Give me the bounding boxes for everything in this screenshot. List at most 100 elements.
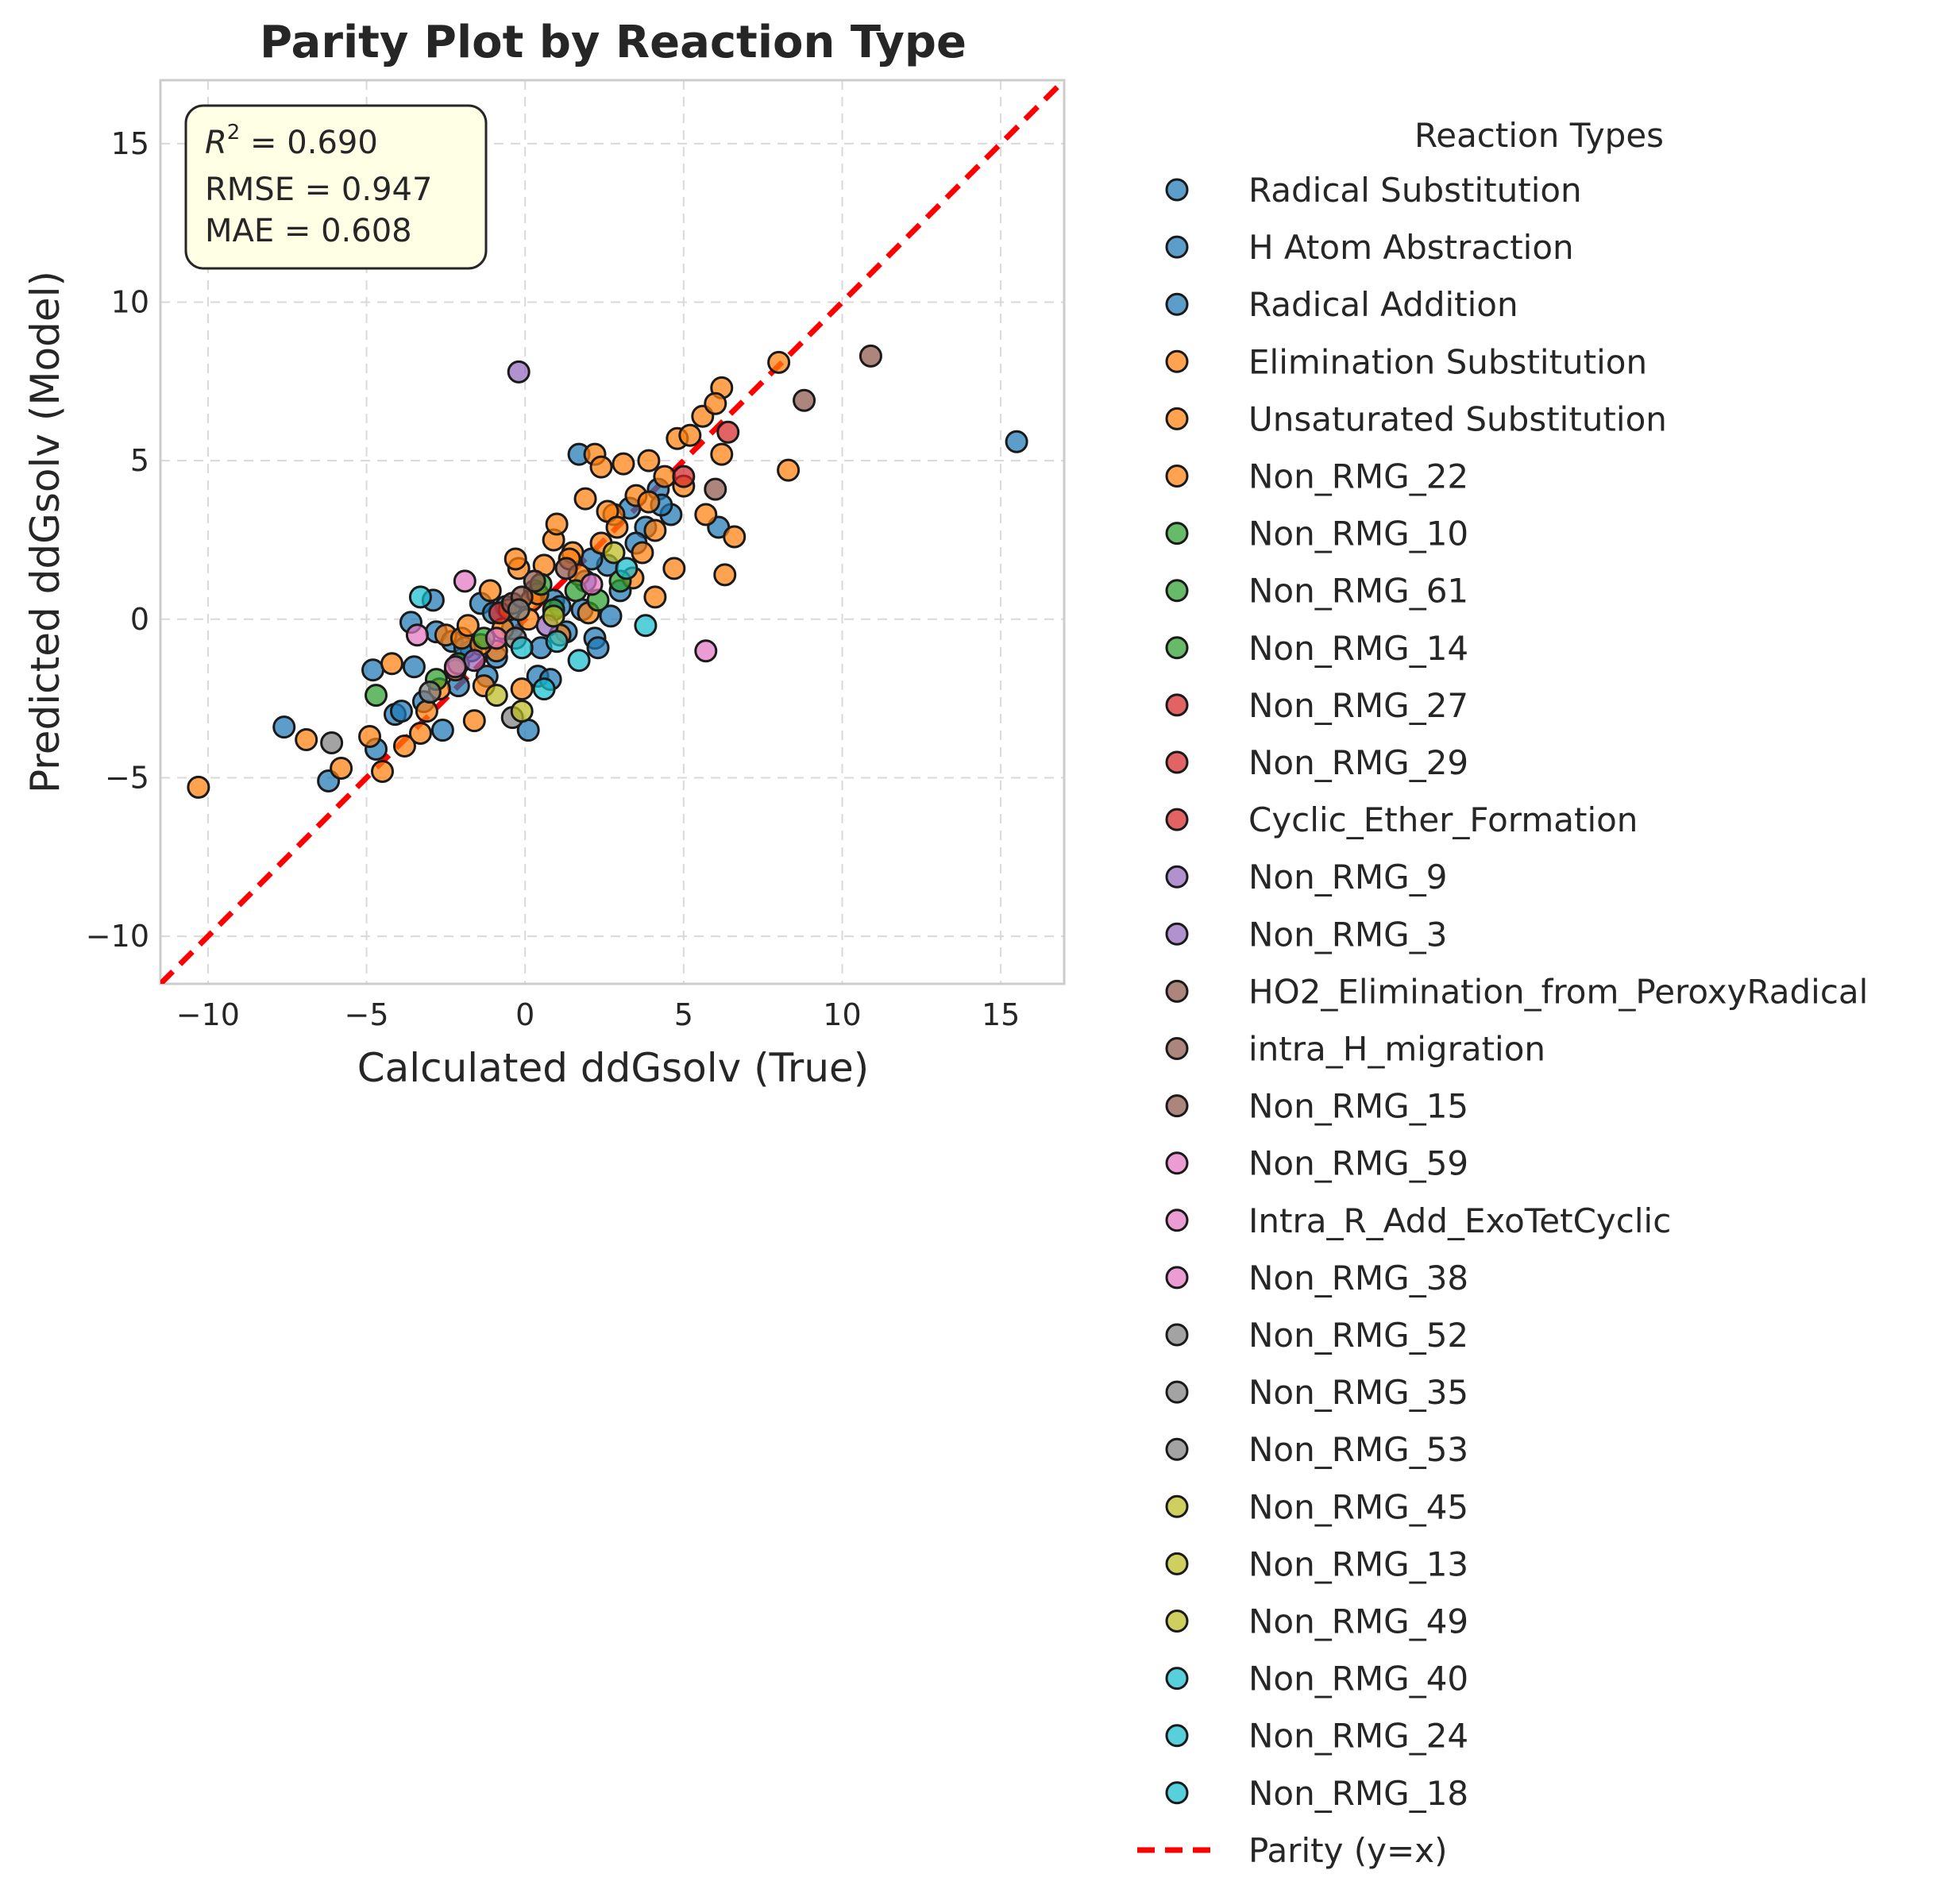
stats-r2-value: = 0.690 (240, 125, 377, 161)
data-point (710, 442, 734, 466)
legend-label: Radical Substitution (1248, 171, 1582, 210)
stats-box: R2 = 0.690 RMSE = 0.947 MAE = 0.608 (184, 104, 488, 270)
data-point (631, 541, 654, 565)
data-point (380, 652, 403, 676)
stats-r2-symbol: R (205, 125, 227, 161)
legend-label: Non_RMG_49 (1248, 1602, 1468, 1641)
legend-label: HO2_Elimination_from_PeroxyRadical (1248, 972, 1868, 1011)
legend-marker (1165, 1552, 1189, 1575)
legend-marker (1165, 178, 1189, 202)
legend-label: Non_RMG_10 (1248, 515, 1468, 553)
legend-label: Unsaturated Substitution (1248, 399, 1667, 438)
data-point (510, 677, 534, 701)
data-point (573, 487, 597, 511)
legend-marker (1165, 1151, 1189, 1175)
legend-label: H Atom Abstraction (1248, 228, 1574, 267)
data-point (510, 700, 534, 723)
data-point (612, 452, 635, 476)
data-point (605, 515, 629, 539)
data-point (415, 700, 438, 723)
legend-marker (1165, 1610, 1189, 1633)
legend-marker (1165, 1781, 1189, 1805)
legend-marker (1165, 1323, 1189, 1347)
data-point (637, 449, 661, 472)
legend-marker (1165, 407, 1189, 430)
data-point (694, 503, 718, 526)
chart-title: Parity Plot by Reaction Type (260, 17, 966, 68)
data-point (402, 655, 426, 679)
legend-marker (1165, 292, 1189, 316)
data-point (405, 623, 429, 647)
data-point (443, 655, 467, 679)
legend-label: Non_RMG_52 (1248, 1316, 1468, 1355)
legend-label: Non_RMG_35 (1248, 1373, 1468, 1412)
data-point (793, 388, 816, 412)
y-tick-label: 0 (130, 602, 149, 637)
legend-label: Non_RMG_45 (1248, 1487, 1468, 1526)
legend-label: Cyclic_Ether_Formation (1248, 800, 1638, 839)
legend-marker (1165, 1380, 1189, 1404)
legend-label: Non_RMG_18 (1248, 1774, 1468, 1813)
legend-label: Non_RMG_15 (1248, 1087, 1468, 1126)
x-tick-label: 15 (982, 997, 1020, 1032)
data-point (672, 465, 696, 488)
data-point (510, 636, 534, 660)
legend-label: Intra_R_Add_ExoTetCyclic (1248, 1201, 1671, 1240)
legend-parity-label: Parity (y=x) (1248, 1831, 1447, 1870)
legend-label: Non_RMG_24 (1248, 1717, 1468, 1756)
data-point (484, 684, 508, 708)
legend-marker (1165, 922, 1189, 946)
data-point (295, 728, 318, 752)
data-point (615, 557, 639, 580)
legend-title: Reaction Types (1414, 116, 1664, 155)
data-point (545, 630, 569, 654)
x-tick-label: 10 (823, 997, 861, 1032)
axis-ticks: −10 −5 0 5 10 15 −10 −5 0 5 10 15 (86, 126, 1021, 1032)
data-point (358, 725, 382, 749)
data-point (637, 490, 661, 514)
data-point (187, 775, 210, 799)
y-tick-label: 15 (111, 126, 149, 161)
legend-marker (1165, 349, 1189, 373)
legend-label: Elimination Substitution (1248, 342, 1647, 381)
data-point (542, 604, 565, 628)
data-point (361, 658, 385, 682)
legend-marker (1165, 1037, 1189, 1060)
data-point (858, 344, 882, 368)
data-point (704, 391, 727, 415)
legend-marker (1165, 1494, 1189, 1518)
data-point (653, 465, 677, 488)
data-point (408, 722, 432, 746)
data-point (453, 569, 476, 593)
data-point (662, 557, 686, 580)
data-point (545, 512, 569, 536)
legend-marker (1165, 465, 1189, 488)
legend-label: Non_RMG_27 (1248, 686, 1468, 725)
data-point (694, 639, 718, 663)
x-tick-label: −10 (176, 997, 240, 1032)
data-point (602, 541, 626, 565)
legend-label: Non_RMG_22 (1248, 457, 1468, 496)
legend-marker (1165, 1724, 1189, 1748)
legend-marker (1165, 1209, 1189, 1232)
legend-marker (1165, 1437, 1189, 1461)
legend-marker (1165, 693, 1189, 717)
stats-mae: MAE = 0.608 (205, 213, 412, 249)
legend-label: Non_RMG_14 (1248, 629, 1468, 668)
legend-marker (1165, 979, 1189, 1003)
legend-marker (1165, 1266, 1189, 1290)
data-point (272, 715, 296, 739)
legend-marker (1165, 579, 1189, 603)
stats-r2: R2 = 0.690 (205, 121, 378, 161)
legend-label: Non_RMG_3 (1248, 915, 1447, 954)
legend-label: intra_H_migration (1248, 1030, 1545, 1069)
legend-label: Non_RMG_13 (1248, 1544, 1468, 1583)
data-point (767, 350, 791, 374)
data-point (716, 420, 740, 444)
legend-label: Non_RMG_29 (1248, 743, 1468, 782)
legend-marker (1165, 1667, 1189, 1691)
y-tick-label: −10 (86, 919, 149, 954)
data-point (567, 649, 591, 673)
data-point (408, 585, 432, 609)
